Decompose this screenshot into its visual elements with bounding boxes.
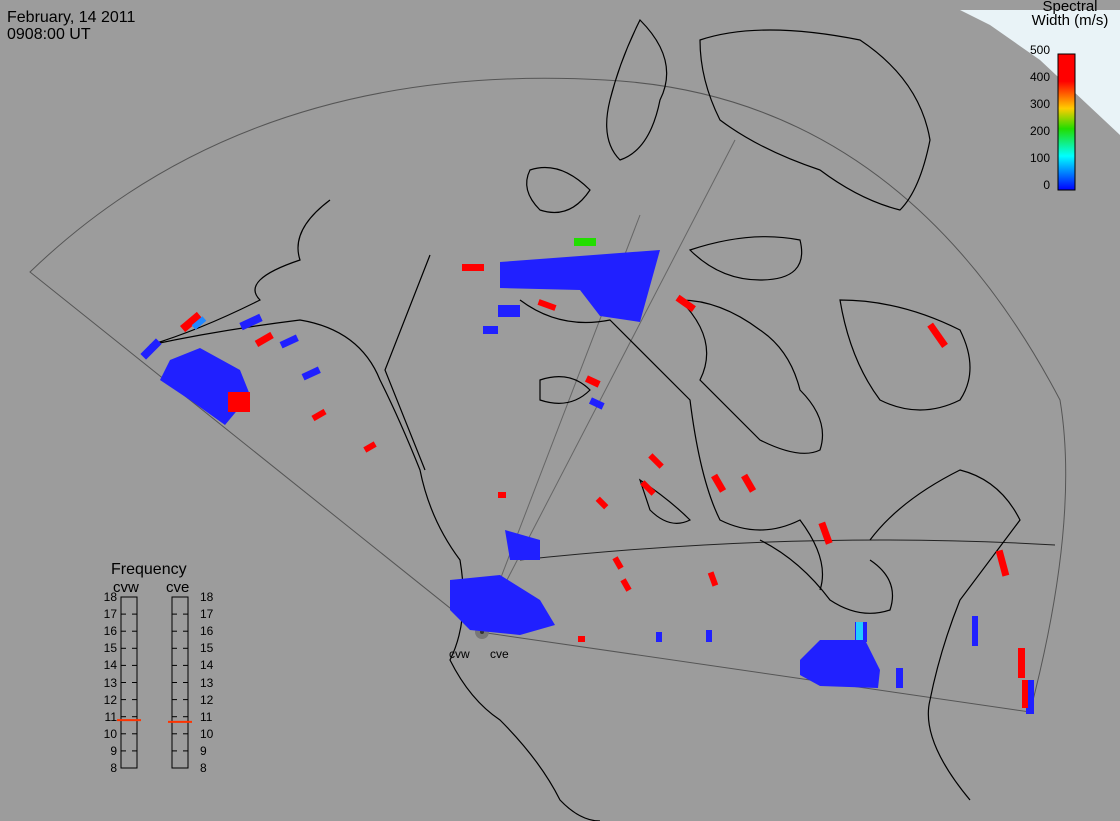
frequency-scale-label: 10 bbox=[200, 726, 214, 741]
frequency-scale-label: 14 bbox=[200, 658, 214, 673]
site-label-cvw: cvw bbox=[449, 647, 470, 661]
colorbar bbox=[1057, 53, 1076, 191]
frequency-scale-label: 11 bbox=[104, 709, 117, 724]
colorbar-tick-label: 400 bbox=[1029, 70, 1050, 84]
frequency-scale-label: 13 bbox=[200, 675, 214, 690]
frequency-scale-label: 17 bbox=[103, 607, 117, 622]
frequency-scale-label: 18 bbox=[200, 590, 214, 604]
colorbar-tick-label: 200 bbox=[1029, 124, 1050, 138]
ice-region bbox=[960, 10, 1120, 135]
frequency-scale-label: 12 bbox=[200, 692, 214, 707]
frequency-scale-label: 9 bbox=[110, 743, 117, 758]
frequency-scale-label: 11 bbox=[200, 709, 213, 724]
colorbar-tick-label: 500 bbox=[1029, 43, 1050, 57]
frequency-scale-label: 14 bbox=[103, 658, 117, 673]
frequency-scale-label: 9 bbox=[200, 743, 207, 758]
frequency-scale-label: 17 bbox=[200, 607, 214, 622]
colorbar-tick-label: 100 bbox=[1029, 151, 1050, 165]
frequency-scale-label: 16 bbox=[200, 624, 214, 639]
time-label: 0908:00 UT bbox=[7, 26, 91, 43]
frequency-label-cve: cve bbox=[166, 579, 190, 596]
colorbar-title: Spectral bbox=[1042, 0, 1098, 15]
scatter-high-width bbox=[180, 264, 1028, 708]
site-label-cve: cve bbox=[490, 647, 509, 661]
field-of-view-outline bbox=[29, 77, 1067, 713]
date-label: February, 14 2011 bbox=[7, 9, 136, 26]
latitude-line bbox=[519, 539, 1056, 561]
frequency-scale-label: 13 bbox=[103, 675, 117, 690]
scatter-mid-width bbox=[191, 316, 207, 330]
scatter-mid-width bbox=[574, 238, 596, 246]
coastlines bbox=[149, 18, 1021, 821]
frequency-label-cvw: cvw bbox=[113, 579, 139, 596]
frequency-scale-label: 12 bbox=[103, 692, 117, 707]
scatter-low-width bbox=[140, 250, 1034, 714]
scatter-mid-width bbox=[856, 622, 863, 640]
frequency-scale-label: 15 bbox=[103, 641, 117, 656]
frequency-ticks bbox=[121, 596, 188, 769]
frequency-scale-label: 10 bbox=[103, 726, 117, 741]
frequency-scale-label: 15 bbox=[200, 641, 214, 656]
colorbar-unit: Width (m/s) bbox=[1031, 12, 1109, 29]
frequency-title: Frequency bbox=[111, 561, 187, 578]
frequency-scale-label: 8 bbox=[200, 761, 207, 775]
colorbar-tick-label: 0 bbox=[1043, 178, 1050, 192]
frequency-scale-label: 8 bbox=[110, 761, 117, 775]
colorbar-tick-label: 300 bbox=[1029, 97, 1050, 111]
frequency-scale-label: 18 bbox=[103, 590, 117, 604]
frequency-scale-label: 16 bbox=[103, 624, 117, 639]
